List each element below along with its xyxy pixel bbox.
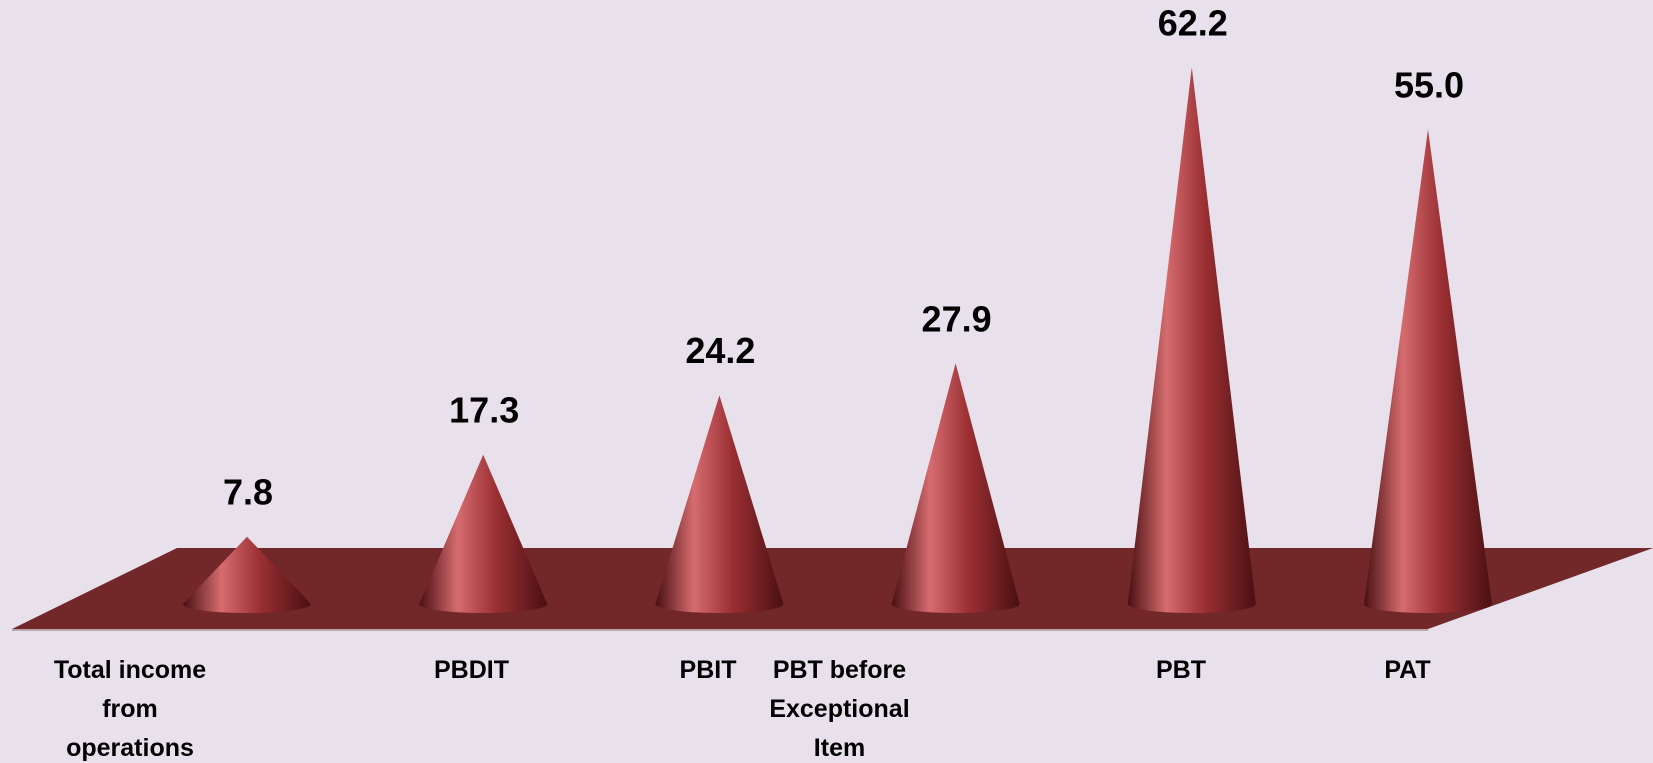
value-label: 24.2 <box>685 330 755 371</box>
cone-body <box>655 395 784 613</box>
value-label: 17.3 <box>449 390 519 431</box>
cone-mark <box>419 454 548 613</box>
cone-series <box>183 67 1492 613</box>
value-labels: 7.8 17.3 24.2 27.9 62.2 55.0 <box>223 2 1464 512</box>
cone-body <box>1127 67 1256 613</box>
cone-body <box>183 536 311 613</box>
cone-body <box>419 454 548 613</box>
category-label: PBT before Exceptional Item <box>769 656 909 762</box>
category-label: Total income from operations <box>54 656 206 762</box>
category-labels: Total income from operations PBDIT PBIT PBT b… <box>54 656 1431 762</box>
cone-mark <box>1127 67 1256 613</box>
cone-body <box>891 363 1020 613</box>
value-label: 62.2 <box>1158 2 1228 43</box>
cone-mark <box>655 395 784 613</box>
value-label: 55.0 <box>1394 64 1464 105</box>
category-label: PBIT <box>680 656 737 684</box>
cone-mark <box>891 363 1020 613</box>
cone-mark <box>1364 129 1492 613</box>
category-label: PAT <box>1384 656 1430 684</box>
category-label: PBDIT <box>434 656 509 684</box>
value-label: 27.9 <box>922 298 992 339</box>
cone-mark <box>183 536 311 613</box>
value-label: 7.8 <box>223 472 273 513</box>
cone-body <box>1364 129 1492 613</box>
category-label: PBT <box>1156 656 1206 684</box>
